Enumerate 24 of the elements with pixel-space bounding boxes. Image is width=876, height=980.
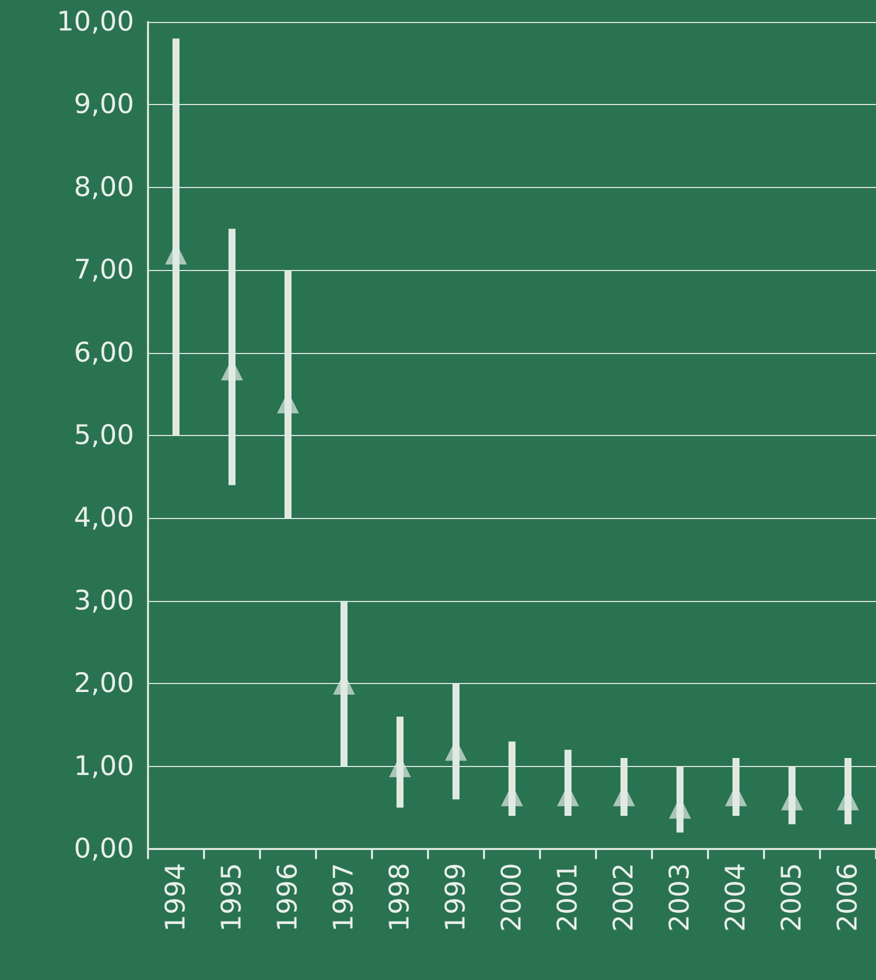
x-tick-label: 1998 bbox=[384, 863, 416, 932]
x-tick-label: 2000 bbox=[496, 863, 528, 932]
x-tick-label: 2004 bbox=[720, 863, 752, 932]
x-tick-label: 2001 bbox=[552, 863, 584, 932]
y-tick-label: 4,00 bbox=[74, 502, 134, 534]
x-tick-label: 2003 bbox=[664, 863, 696, 932]
y-tick-label: 5,00 bbox=[74, 420, 134, 451]
y-tick-label: 8,00 bbox=[74, 172, 134, 203]
y-tick-label: 6,00 bbox=[74, 337, 134, 368]
x-tick-label: 1996 bbox=[272, 863, 304, 932]
y-tick-label: 7,00 bbox=[74, 254, 134, 286]
y-tick-label: 3,00 bbox=[74, 585, 134, 616]
x-tick-label: 1999 bbox=[440, 863, 472, 932]
x-tick-label: 1994 bbox=[160, 863, 192, 932]
x-tick-label: 1995 bbox=[216, 863, 248, 932]
x-tick-label: 1997 bbox=[328, 863, 360, 932]
x-tick-label: 2005 bbox=[776, 863, 808, 932]
x-tick-label: 2006 bbox=[832, 863, 864, 932]
y-tick-label: 9,00 bbox=[74, 89, 134, 120]
y-tick-label: 1,00 bbox=[74, 750, 134, 782]
y-tick-label: 0,00 bbox=[74, 834, 134, 864]
y-tick-label: 2,00 bbox=[74, 668, 134, 700]
x-tick-label: 2002 bbox=[608, 863, 640, 932]
y-tick-label: 10,00 bbox=[56, 6, 134, 38]
